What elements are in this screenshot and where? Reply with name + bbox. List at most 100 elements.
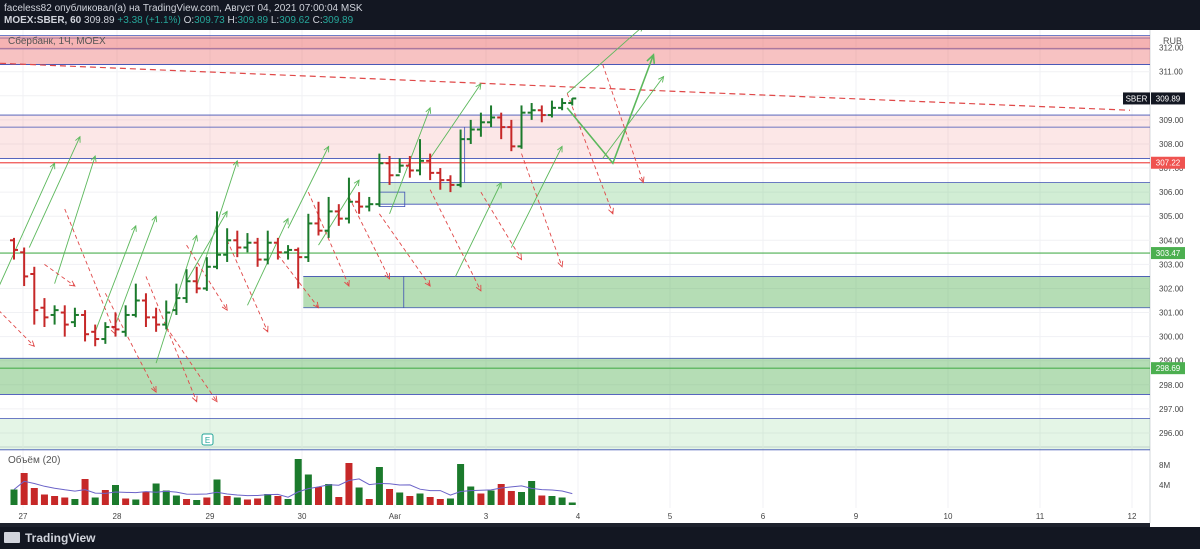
forecast-arrow-down (480, 191, 522, 260)
volume-tick: 4M (1159, 481, 1170, 490)
zone-support (303, 276, 1150, 308)
symbol-tag-bg (1123, 92, 1150, 105)
brand-name: TradingView (25, 531, 96, 545)
price-label: 303.47 (1156, 249, 1181, 258)
price-chart[interactable]: 31313.00312.00311.00310.00309.00308.0030… (0, 30, 1200, 527)
arrow-head (424, 280, 431, 287)
volume-bar (223, 496, 231, 505)
earnings-badge[interactable] (201, 433, 214, 446)
chart-header: faceless82 опубликовал(а) на TradingView… (0, 0, 1200, 30)
volume-bar (497, 484, 505, 505)
volume-bar (152, 483, 160, 505)
forecast-arrow-down (429, 189, 482, 292)
time-tick: 5 (668, 512, 673, 521)
arrow-head (323, 145, 330, 153)
tradingview-logo-icon (4, 532, 20, 543)
arrow-head (68, 280, 76, 287)
arrow-head (192, 234, 198, 242)
arrow-head (658, 75, 665, 83)
zigzag-forecast (566, 54, 655, 165)
volume-bar (274, 496, 282, 505)
volume-bar (568, 502, 576, 505)
price-axis-background (1150, 30, 1200, 527)
instrument-legend: Сбербанк, 1Ч, MOEX (8, 35, 106, 47)
time-tick: 12 (1128, 512, 1137, 521)
forecast-arrow-up (287, 146, 330, 229)
time-tick: 28 (113, 512, 122, 521)
publish-info: faceless82 опубликовал(а) на TradingView… (4, 3, 363, 14)
arrow-head (221, 304, 228, 312)
volume-bar (396, 492, 404, 505)
time-tick: 6 (761, 512, 766, 521)
axes: 31313.00312.00311.00310.00309.00308.0030… (19, 44, 1184, 521)
volume-bar (61, 497, 69, 505)
volume-bar (203, 497, 211, 505)
arrow-head (75, 135, 81, 143)
volume-bar (528, 481, 536, 505)
volume-bar (284, 499, 292, 505)
forecast-arrows (0, 30, 665, 403)
arrow-head (516, 253, 523, 261)
arrow-head (232, 159, 239, 167)
zone-support (0, 358, 1150, 395)
zone-support (379, 182, 1150, 205)
arrow-head (211, 395, 218, 403)
volume-bar (233, 497, 241, 505)
forecast-arrow-down (64, 208, 116, 335)
volume-bar (315, 487, 322, 505)
volume-bar (325, 484, 333, 505)
forecast-arrow-up (0, 163, 56, 286)
grid (0, 30, 1150, 508)
zone-resistance (0, 38, 1150, 49)
volume-bar (507, 491, 515, 505)
volume-bar (304, 474, 312, 505)
price-label: 298.69 (1156, 364, 1181, 373)
forecast-arrow-down (104, 293, 157, 393)
volume-bar (487, 490, 495, 505)
price-change: +3.38 (+1.1%) (117, 15, 181, 26)
forecast-arrow-up (54, 155, 96, 284)
symbol-name[interactable]: MOEX:SBER, 60 (4, 15, 82, 26)
arrow-head (344, 280, 350, 288)
close-label: C: (312, 15, 323, 26)
arrow-head (28, 340, 36, 347)
trend-line (0, 62, 1131, 111)
arrow-head (475, 284, 482, 292)
forecast-arrow-down (145, 276, 198, 402)
price-labels: SBER 309.89 307.22 303.47 298.69 (1123, 92, 1185, 375)
forecast-arrow-down (348, 196, 390, 280)
forecast-arrow-down (226, 240, 269, 332)
price-tick: 308.00 (1159, 140, 1184, 149)
forecast-arrow-up (94, 225, 137, 332)
zone-resistance (0, 115, 1150, 159)
volume-bar (548, 496, 556, 505)
volume-bar (477, 493, 485, 505)
zone-support (0, 418, 1150, 450)
volume-bar (457, 464, 465, 505)
high-label: H: (227, 15, 238, 26)
volume-bar (375, 467, 383, 505)
volume-bar (436, 499, 444, 505)
volume-bar (558, 497, 566, 505)
volume-bar (386, 489, 394, 505)
arrow-head (191, 395, 198, 403)
time-tick: 30 (298, 512, 307, 521)
price-tick: 303.00 (1159, 260, 1184, 269)
volume-bar (40, 494, 48, 505)
zigzag-arrow-head (646, 53, 656, 64)
arrow-head (353, 179, 360, 187)
volume-bar (122, 498, 130, 505)
open-value: 309.73 (194, 15, 225, 26)
open-label: O: (183, 15, 195, 26)
volume-bar (446, 498, 454, 505)
volume-bar (101, 490, 109, 505)
volume-bar (30, 488, 38, 505)
volume-legend: Объём (20) (8, 454, 60, 466)
volume-bar (193, 500, 201, 505)
currency-label: RUB (1163, 36, 1182, 46)
time-tick: 3 (484, 512, 489, 521)
arrow-head (496, 181, 502, 189)
tradingview-logo[interactable]: TradingView (4, 531, 95, 545)
volume-bar (335, 497, 343, 505)
arrow-head (608, 207, 614, 215)
